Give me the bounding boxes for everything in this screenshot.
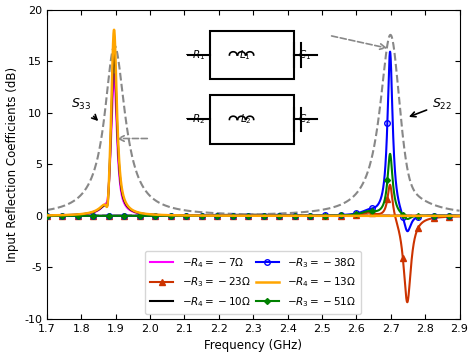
Bar [210,30,294,79]
Text: $C_2$: $C_2$ [298,112,311,126]
Text: $-R_2$: $-R_2$ [184,112,206,126]
Text: $L_2$: $L_2$ [239,112,251,126]
Bar [210,95,294,144]
Text: $S_{22}$: $S_{22}$ [410,97,452,117]
Text: $C_1$: $C_1$ [298,48,311,62]
Text: $L_1$: $L_1$ [239,48,251,62]
X-axis label: Frequency (GHz): Frequency (GHz) [204,339,302,352]
Legend: $-R_4=-7\Omega$, $-R_3=-23\Omega$, $-R_4=-10\Omega$, $-R_3=-38\Omega$, $-R_4=-13: $-R_4=-7\Omega$, $-R_3=-23\Omega$, $-R_4… [145,251,361,314]
Text: $-R_1$: $-R_1$ [184,48,206,62]
Text: $S_{33}$: $S_{33}$ [71,97,97,120]
Y-axis label: Input Reflection Coefficients (dB): Input Reflection Coefficients (dB) [6,67,18,262]
